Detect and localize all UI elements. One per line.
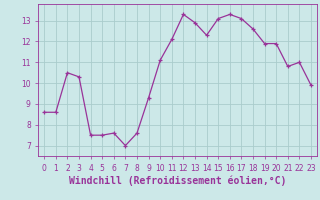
- X-axis label: Windchill (Refroidissement éolien,°C): Windchill (Refroidissement éolien,°C): [69, 175, 286, 186]
